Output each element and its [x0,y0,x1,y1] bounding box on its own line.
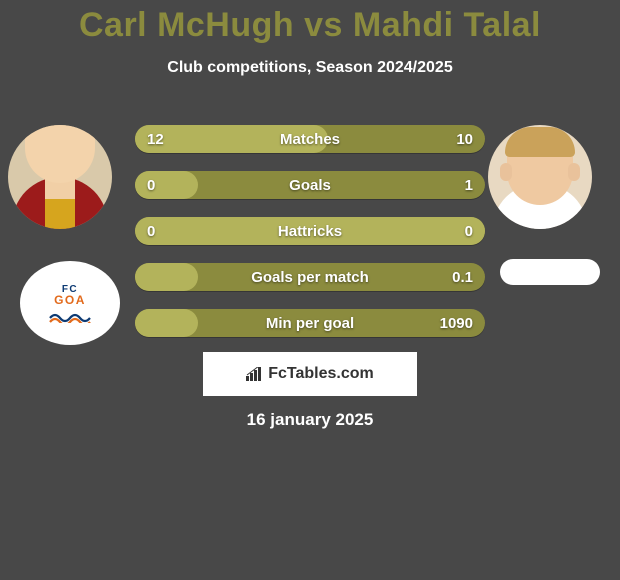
subtitle: Club competitions, Season 2024/2025 [0,59,620,77]
stat-bar: 0Hattricks0 [135,217,485,245]
club-left-wave-icon [49,309,91,323]
stat-label: Hattricks [135,217,485,245]
player-left-avatar [8,125,112,229]
stat-value-right: 10 [456,125,473,153]
stat-value-right: 0.1 [452,263,473,291]
stat-value-right: 0 [465,217,473,245]
stat-value-right: 1 [465,171,473,199]
stat-bar: 0Goals1 [135,171,485,199]
stat-label: Min per goal [135,309,485,337]
stat-bar: Goals per match0.1 [135,263,485,291]
stat-label: Goals [135,171,485,199]
chart-icon [246,367,264,381]
stat-label: Matches [135,125,485,153]
stats-bars: 12Matches100Goals10Hattricks0Goals per m… [135,125,485,355]
brand-box: FcTables.com [203,352,417,396]
stat-label: Goals per match [135,263,485,291]
stat-bar: 12Matches10 [135,125,485,153]
date-label: 16 january 2025 [0,410,620,430]
club-left-line2: GOA [54,293,86,307]
player-right-avatar [488,125,592,229]
stat-value-right: 1090 [440,309,473,337]
brand-text: FcTables.com [268,365,374,383]
club-left-badge: FC GOA [20,261,120,345]
page-title: Carl McHugh vs Mahdi Talal [0,0,620,45]
stat-bar: Min per goal1090 [135,309,485,337]
club-right-badge [500,259,600,285]
